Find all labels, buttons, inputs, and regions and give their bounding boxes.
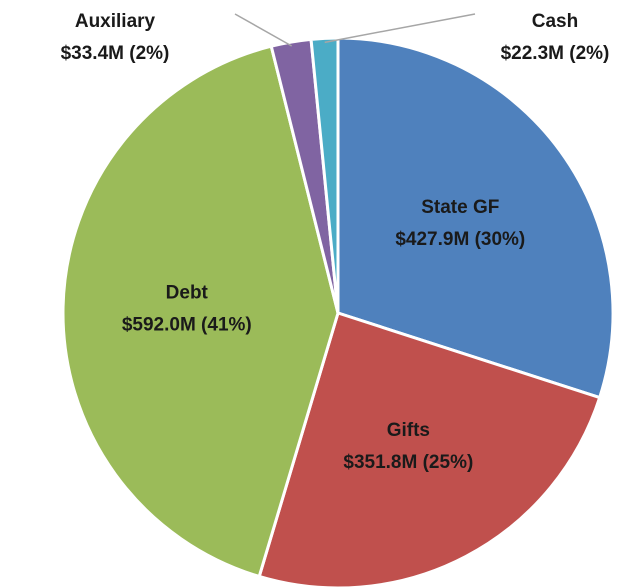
slice-label: Gifts: [387, 420, 430, 441]
pie-slice: [336, 36, 615, 400]
slice-value-label: $22.3M (2%): [501, 43, 610, 64]
slice-label: State GF: [421, 197, 499, 218]
slice-label: Debt: [166, 283, 209, 304]
slice-value-label: $351.8M (25%): [343, 452, 473, 473]
slice-value-label: $592.0M (41%): [122, 315, 252, 336]
leader-line: [234, 13, 293, 47]
slice-value-label: $427.9M (30%): [395, 229, 525, 250]
slice-label: Auxiliary: [75, 11, 156, 32]
leader-line: [324, 13, 476, 44]
slice-value-label: $33.4M (2%): [61, 43, 170, 64]
pie-slice: [61, 44, 340, 579]
slice-label: Cash: [532, 11, 578, 32]
pie-slice: [309, 36, 340, 314]
